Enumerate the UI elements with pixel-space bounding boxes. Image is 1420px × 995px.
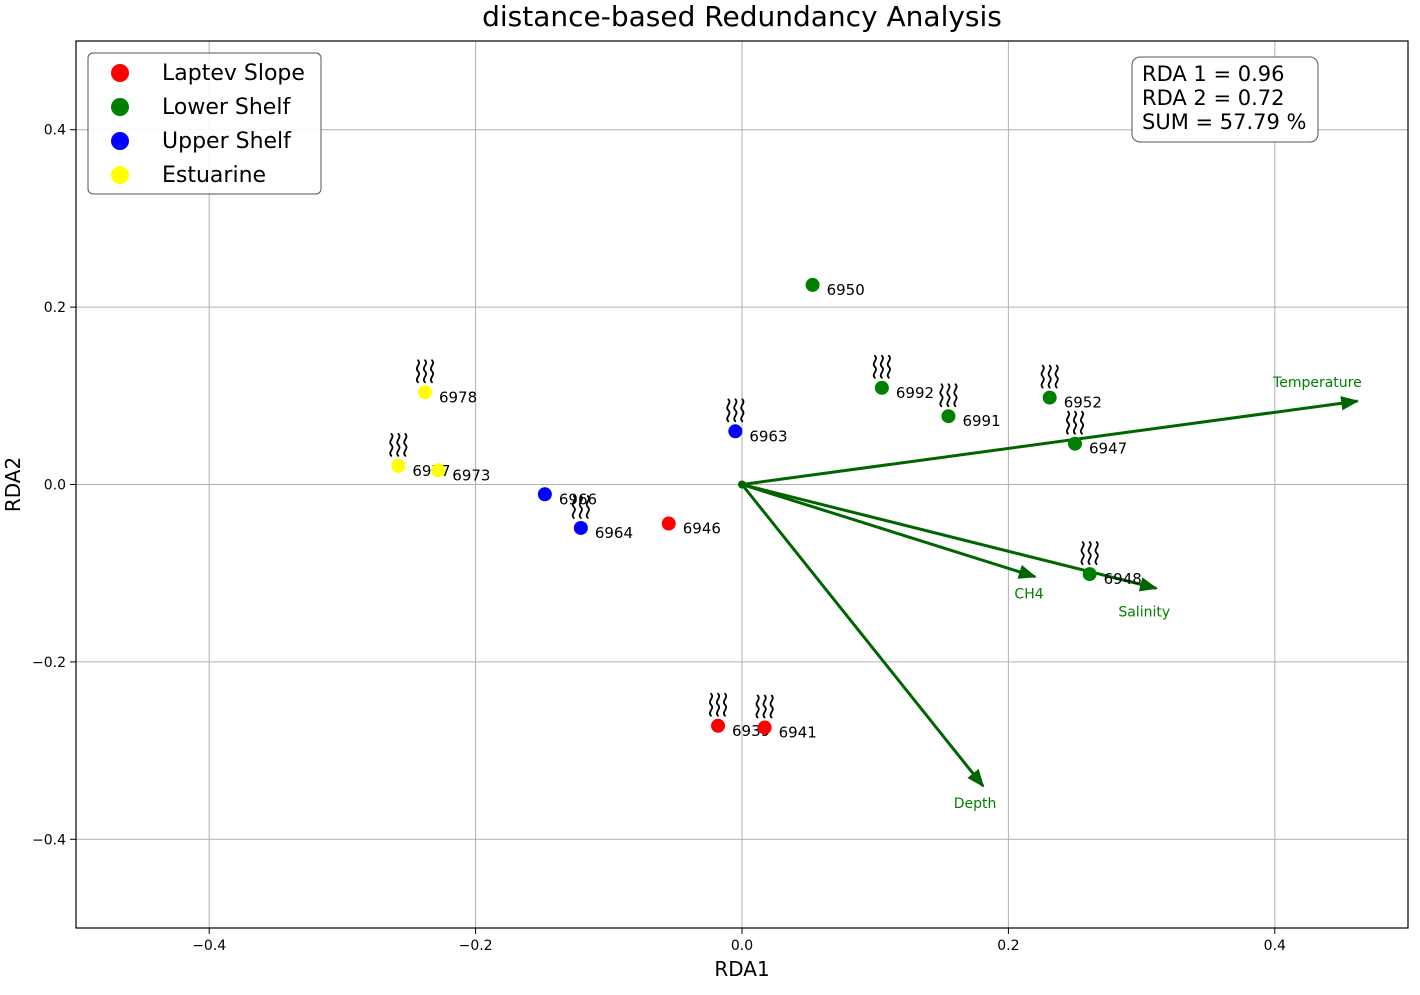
gas-seep-icon (1080, 541, 1099, 565)
legend: Laptev Slope Lower Shelf Upper Shelf Estuar… (87, 52, 322, 195)
site-6973: 6973 (431, 463, 490, 484)
stats-frame (1131, 56, 1319, 143)
legend-marker-upper-shelf (111, 132, 129, 150)
stats-line: RDA 2 = 0.72 (1142, 86, 1285, 110)
legend-marker-lower-shelf (111, 98, 129, 116)
point-label: 6946 (683, 520, 721, 538)
gas-seep-icon (571, 495, 590, 519)
site-6991: 6991 (939, 383, 1001, 430)
gas-seep-icon (415, 359, 435, 384)
gas-seep-icon (755, 694, 774, 719)
point-label: 6941 (779, 724, 817, 742)
data-point[interactable] (941, 409, 956, 424)
chart-title: distance-based Redundancy Analysis (482, 0, 1002, 33)
point-label: 6952 (1064, 394, 1102, 412)
site-6941: 6941 (755, 694, 817, 742)
y-axis-label: RDA2 (1, 457, 25, 512)
arrow-ch4 (741, 483, 1037, 579)
data-point[interactable] (537, 487, 552, 502)
data-point[interactable] (573, 520, 588, 535)
legend-label-lower-shelf: Lower Shelf (162, 95, 291, 120)
site-6952: 6952 (1040, 364, 1102, 412)
point-label: 6966 (559, 490, 597, 508)
data-point[interactable] (431, 463, 446, 478)
x-tick-label: 0.4 (1264, 938, 1286, 954)
point-label: 6963 (749, 427, 787, 445)
y-tick-label: 0.0 (44, 478, 66, 494)
data-point[interactable] (1042, 390, 1057, 405)
point-label: 6948 (1104, 570, 1142, 588)
x-tick-label: −0.2 (459, 938, 493, 954)
gas-seep-icon (939, 383, 958, 408)
stats-line: SUM = 57.79 % (1142, 110, 1307, 134)
legend-label-estuarine: Estuarine (162, 163, 266, 188)
x-tick-label: 0.0 (731, 938, 753, 954)
gas-seep-icon (709, 692, 728, 717)
site-6978: 6978 (415, 359, 477, 406)
data-point[interactable] (728, 424, 743, 439)
data-point[interactable] (711, 718, 726, 733)
point-label: 6978 (439, 388, 477, 406)
point-label: 6991 (962, 412, 1000, 430)
x-tick-label: 0.2 (997, 938, 1019, 954)
gas-seep-icon (872, 354, 891, 379)
site-6963: 6963 (726, 398, 788, 445)
data-point[interactable] (1082, 567, 1097, 582)
site-6947: 6947 (1065, 410, 1127, 458)
gas-seep-icon (1040, 364, 1059, 389)
point-label: 6973 (452, 466, 490, 484)
gas-seep-icon (1065, 410, 1085, 435)
legend-label-upper-shelf: Upper Shelf (162, 129, 292, 154)
site-6948: 6948 (1080, 541, 1142, 588)
y-tick-label: −0.4 (32, 832, 66, 848)
site-6946: 6946 (661, 516, 721, 538)
legend-marker-estuarine (111, 166, 129, 184)
legend-marker-laptev-slope (111, 64, 129, 82)
data-point[interactable] (757, 720, 772, 735)
y-tick-label: 0.2 (44, 300, 66, 316)
site-6964: 6964 (571, 495, 633, 542)
point-label: 6964 (595, 524, 633, 542)
origin-point (738, 480, 746, 489)
arrow-temperature-label: Temperature (1272, 375, 1362, 391)
stats-line: RDA 1 = 0.96 (1142, 62, 1285, 86)
data-point[interactable] (1068, 436, 1082, 451)
data-point[interactable] (661, 516, 676, 531)
data-point[interactable] (417, 385, 432, 400)
point-label: 6992 (896, 384, 934, 402)
arrow-temperature (741, 396, 1360, 486)
point-label: 6950 (827, 281, 865, 299)
legend-box (87, 52, 322, 195)
gas-seep-icon (726, 398, 745, 423)
data-point[interactable] (805, 277, 820, 292)
site-6992: 6992 (872, 354, 934, 402)
y-tick-label: −0.2 (32, 655, 66, 671)
arrow-ch4-label: CH4 (1014, 587, 1043, 603)
gas-seep-icon (389, 432, 408, 457)
point-label: 6947 (1089, 440, 1127, 458)
y-tick-label: 0.4 (44, 123, 66, 139)
x-axis-label: RDA1 (714, 957, 769, 981)
arrow-depth-label: Depth (954, 796, 997, 812)
data-point[interactable] (391, 458, 406, 473)
site-6950: 6950 (805, 277, 865, 299)
x-tick-label: −0.4 (192, 938, 226, 954)
arrow-salinity-label: Salinity (1118, 604, 1170, 620)
data-point[interactable] (874, 380, 889, 395)
legend-label-laptev-slope: Laptev Slope (162, 61, 305, 86)
arrow-depth (740, 483, 985, 788)
